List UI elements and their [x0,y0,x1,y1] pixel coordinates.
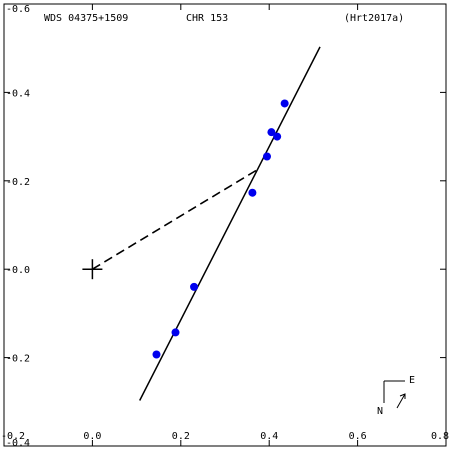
header-wds: WDS 04375+1509 [44,13,128,24]
plot-frame [3,3,447,447]
y-tick-label: -0.6 [6,4,30,15]
x-tick-label: 0.6 [349,431,367,442]
x-tick-label: 0.2 [172,431,190,442]
x-tick-label: 0.0 [83,431,101,442]
data-point [262,152,271,161]
data-point [248,188,257,197]
data-point [280,99,289,108]
compass-north-label: N [377,406,383,417]
data-point [267,128,276,137]
arrow-icon [396,393,406,409]
compass-east-label: E [409,375,415,386]
ticks-layer: -0.2 0.0 0.2 0.4 0.6 0.8-0.4-0.2-0.0-0.2-0.4-… [1,3,449,449]
x-tick-label: 0.4 [260,431,278,442]
x-tick-label: 0.8 [431,431,449,442]
header-ref: (Hrt2017a) [344,13,404,24]
lines-layer [82,46,321,401]
compass-indicator: N E [377,375,415,417]
y-tick-label: -0.2 [6,354,30,365]
data-point [152,350,161,359]
data-point [273,132,282,141]
node-line [91,167,260,270]
orbit-line [139,46,321,401]
data-point [190,282,199,291]
y-tick-label: -0.4 [6,88,30,99]
y-tick-label: -0.0 [6,265,30,276]
y-tick-label: -0.2 [6,177,30,188]
y-tick-label: -0.4 [6,438,30,449]
x-tick-label: -0.2 [1,431,25,442]
header-disc: CHR 153 [186,13,228,24]
data-point [171,328,180,337]
points-layer [152,99,289,359]
